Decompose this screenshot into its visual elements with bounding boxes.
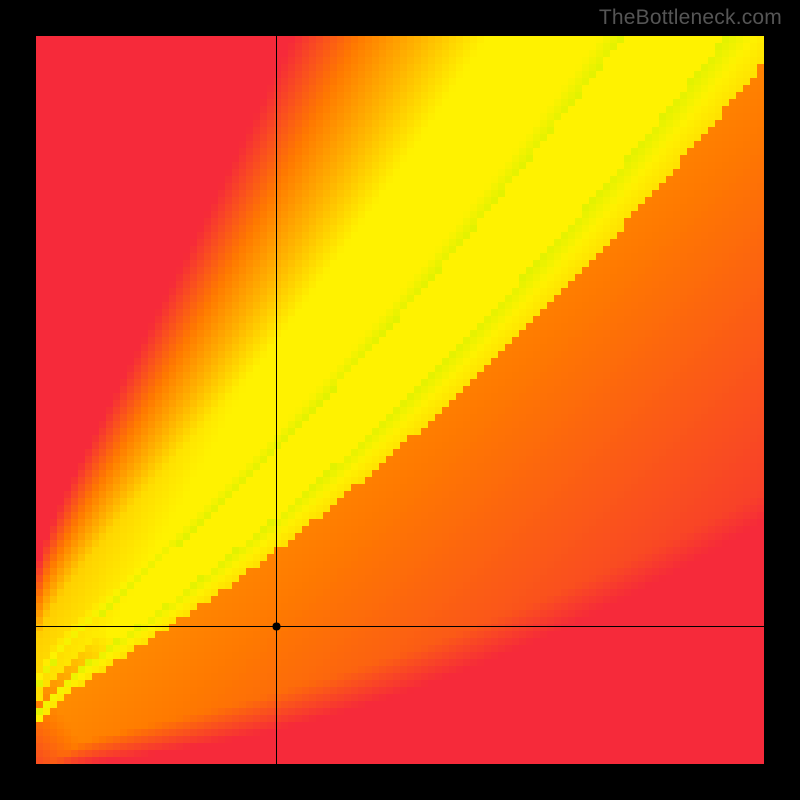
chart-container: TheBottleneck.com [0, 0, 800, 800]
bottleneck-heatmap-canvas [36, 36, 764, 764]
watermark-text: TheBottleneck.com [599, 6, 782, 30]
